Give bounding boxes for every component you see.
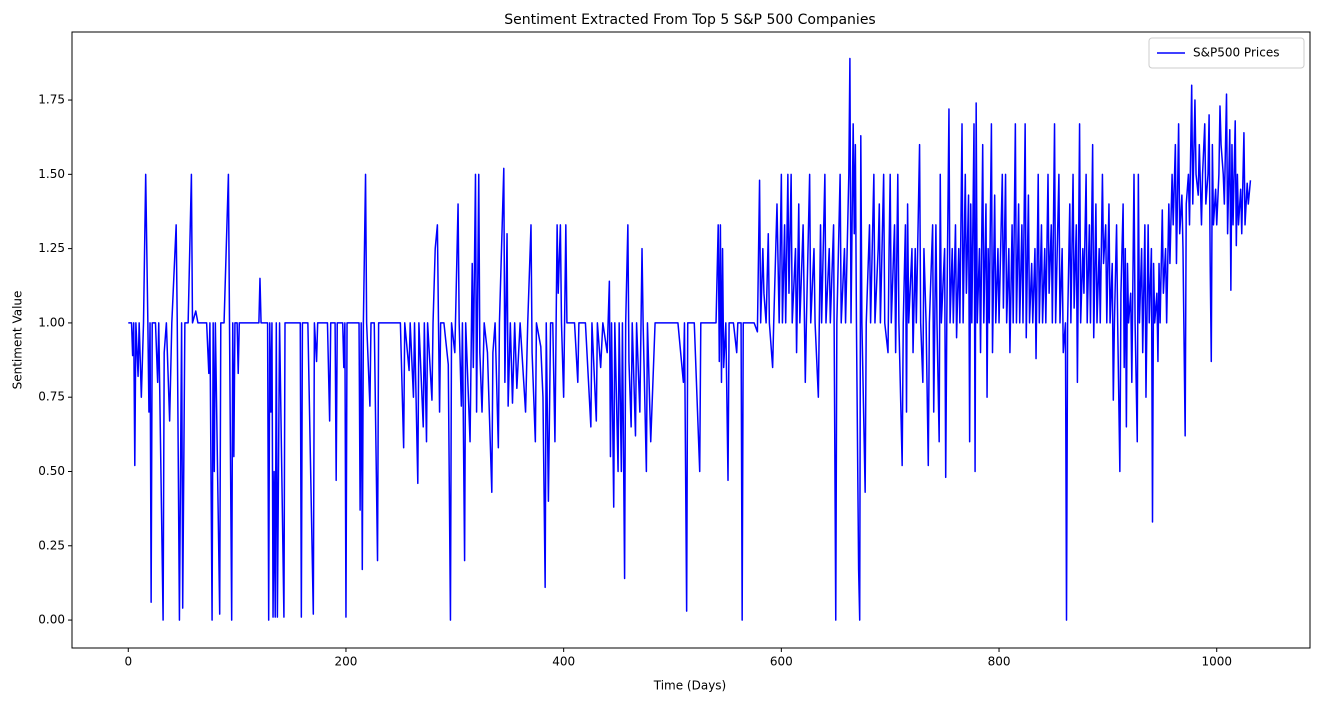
y-tick-label: 0.25: [38, 538, 65, 552]
x-tick-label: 200: [335, 655, 358, 669]
y-tick-label: 1.75: [38, 93, 65, 107]
y-tick-label: 1.00: [38, 315, 65, 329]
y-tick-label: 0.50: [38, 464, 65, 478]
chart-title: Sentiment Extracted From Top 5 S&P 500 C…: [504, 12, 875, 28]
y-tick-label: 0.75: [38, 390, 65, 404]
legend-label: S&P500 Prices: [1193, 46, 1279, 60]
x-tick-label: 1000: [1201, 655, 1232, 669]
plot-frame: [71, 31, 1311, 649]
y-tick-label: 1.25: [38, 241, 65, 255]
x-axis-label: Time (Days): [653, 679, 727, 693]
y-axis-label: Sentiment Value: [11, 291, 25, 390]
y-tick-label: 0.00: [38, 613, 65, 627]
x-tick-label: 800: [988, 655, 1011, 669]
x-tick-label: 400: [552, 655, 575, 669]
data-line: [128, 57, 1252, 621]
y-tick-label: 1.50: [38, 167, 65, 181]
legend-box: [1148, 37, 1305, 69]
x-tick-label: 600: [770, 655, 793, 669]
x-tick-label: 0: [124, 655, 132, 669]
